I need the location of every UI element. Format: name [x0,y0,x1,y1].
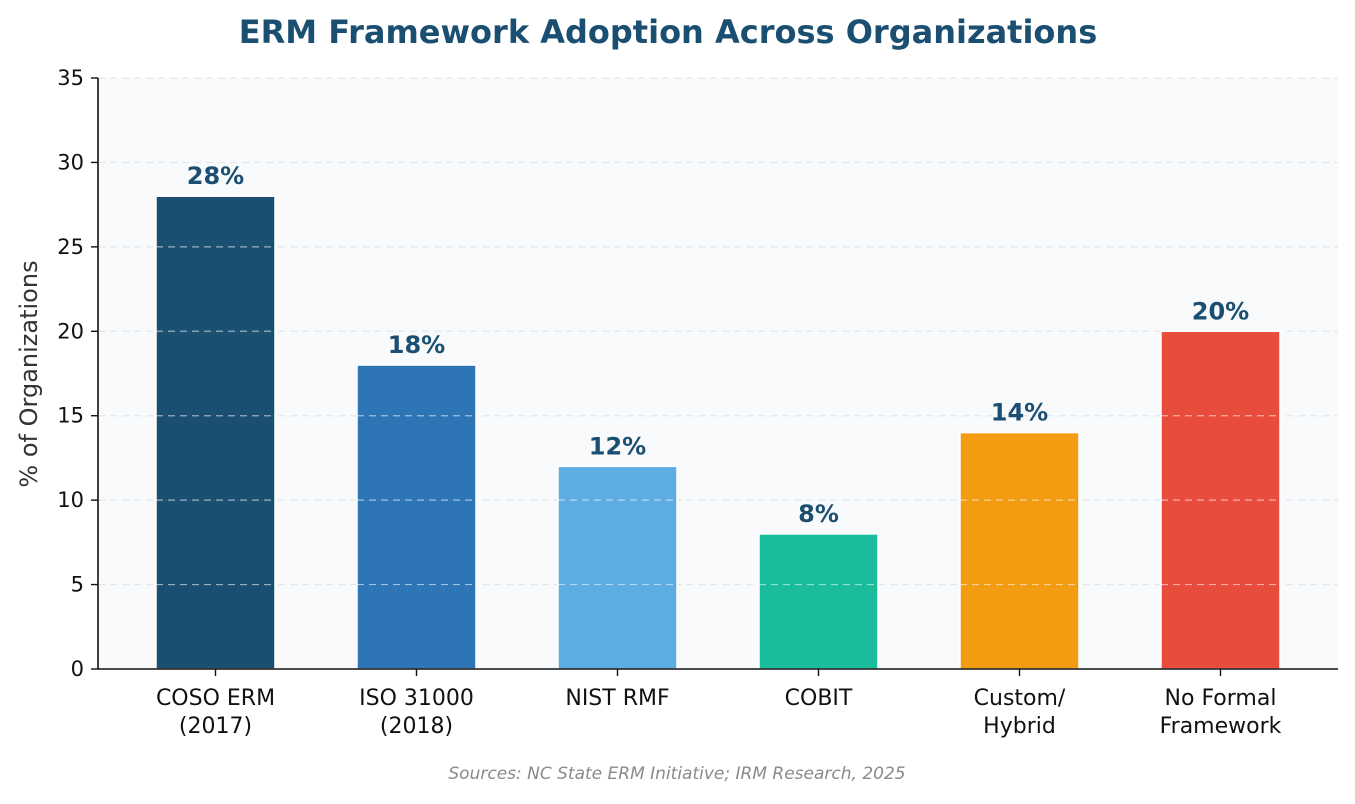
y-tick-label: 20 [57,319,84,343]
x-tick-label: NIST RMF [565,686,669,711]
bar-gridlines [156,246,1280,586]
bar [758,533,879,670]
axes [91,77,1338,676]
x-tick-label: No Formal Framework [1160,686,1282,739]
y-tick-label: 0 [71,657,84,681]
data-labels: 28% 18% 12% 8% 14% 20% [187,162,1249,528]
y-tick-label: 25 [57,235,84,259]
bar [959,431,1080,670]
y-tick-label: 15 [57,404,84,428]
x-tick-label: Custom/Hybrid [974,686,1066,739]
source-note: Sources: NC State ERM Initiative; IRM Re… [448,764,905,784]
bar [356,364,477,670]
data-label: 18% [388,331,445,359]
bar [155,195,276,670]
data-label: 28% [187,162,244,190]
y-axis-title: % of Organizations [15,260,43,487]
x-category-labels: COSO ERM (2017) ISO 31000 (2018) NIST RMF COB… [156,686,1282,739]
y-tick-label: 35 [57,66,84,90]
data-label: 8% [798,500,839,528]
y-tick-label: 5 [71,573,84,597]
data-label: 12% [589,432,646,460]
data-label: 20% [1192,297,1249,325]
gridlines [98,77,1338,586]
chart-title: ERM Framework Adoption Across Organizati… [239,13,1097,51]
plot-area [98,78,1338,669]
x-tick-label: COBIT [785,686,853,711]
bar [557,465,678,670]
y-tick-labels: 0 5 10 15 20 25 30 35 [57,66,84,681]
x-tick-label: ISO 31000 (2018) [359,686,474,739]
x-tick-label: COSO ERM (2017) [156,686,275,739]
y-tick-label: 10 [57,488,84,512]
y-tick-label: 30 [57,150,84,174]
data-label: 14% [991,399,1048,427]
